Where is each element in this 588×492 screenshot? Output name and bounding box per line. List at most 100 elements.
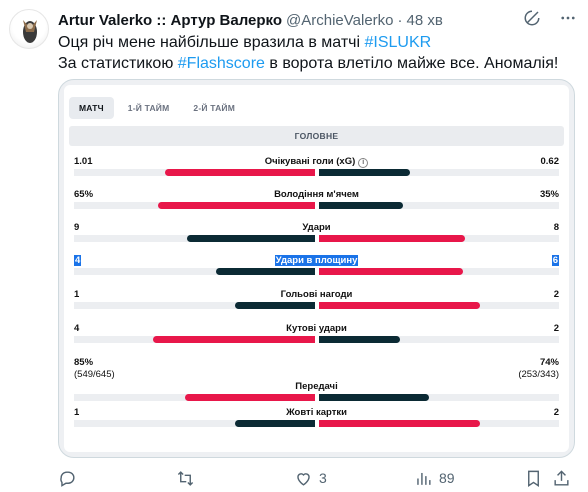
stat-home-bar	[235, 302, 315, 309]
stats-tabs: МАТЧ 1-Й ТАЙМ 2-Й ТАЙМ	[69, 96, 245, 120]
stat-away-value: 0.62	[540, 156, 560, 167]
like-button[interactable]: 3	[294, 469, 414, 488]
author-handle[interactable]: @ArchieValerko	[286, 11, 394, 29]
stat-away-track	[318, 420, 559, 427]
stat-label-wrap: Кутові удари	[74, 323, 559, 334]
view-count: 89	[439, 470, 455, 486]
stat-label: Кутові удари	[286, 323, 347, 334]
stat-home-value: 85%	[74, 357, 94, 368]
stat-label-wrap: Удари в площину	[74, 255, 559, 266]
hashtag-islukr[interactable]: #ISLUKR	[364, 34, 432, 51]
stat-away-track	[318, 235, 559, 242]
stat-label: Володіння м'ячем	[274, 189, 359, 200]
stat-home-bar	[187, 235, 315, 242]
tab-match[interactable]: МАТЧ	[69, 97, 114, 119]
stat-away-bar	[318, 394, 430, 401]
stat-bar-track	[74, 169, 559, 176]
stats-card: МАТЧ 1-Й ТАЙМ 2-Й ТАЙМ ГОЛОВНЕ 1.01 0.62 О…	[64, 85, 569, 452]
stat-home-track	[74, 336, 315, 343]
reply-icon	[60, 470, 75, 487]
stat-away-value: 2	[553, 407, 559, 418]
separator-dot: ·	[397, 11, 403, 29]
stat-home-track	[74, 420, 315, 427]
stat-label-wrap: Володіння м'ячем	[74, 189, 559, 200]
stat-home-bar	[165, 169, 315, 176]
share-button[interactable]	[552, 469, 576, 488]
stat-away-track	[318, 169, 559, 176]
stat-label: Удари	[302, 222, 331, 233]
stat-home-track	[74, 302, 315, 309]
stat-home-value: 65%	[74, 189, 94, 200]
stat-label: Гольові нагоди	[280, 289, 353, 300]
tweet-line-1: Оця річ мене найбільше вразила в матчі #…	[58, 32, 576, 53]
stat-home-track	[74, 169, 315, 176]
stat-row: 85% 74% (549/645) (253/343) Передачі	[74, 357, 559, 405]
tweet-line-2-post: в ворота влетіло майже все. Аномалія!	[264, 55, 559, 72]
stat-bar-track	[74, 268, 559, 275]
stat-bar-track	[74, 202, 559, 209]
retweet-button[interactable]	[176, 469, 294, 488]
stat-label-wrap: Передачі	[74, 381, 559, 392]
stat-home-value: 1.01	[74, 156, 93, 167]
grok-slash-icon[interactable]	[522, 8, 542, 28]
stat-away-value: 6	[551, 255, 559, 266]
tab-first-half[interactable]: 1-Й ТАЙМ	[127, 103, 170, 113]
stat-away-bar	[318, 235, 466, 242]
stat-row: 4 6 Удари в площину	[74, 255, 559, 289]
stat-home-bar	[158, 202, 315, 209]
author-name[interactable]: Artur Valerko :: Артур Валерко	[58, 11, 283, 29]
stat-label: Очікувані голи (xG)	[264, 156, 356, 167]
section-header-main: ГОЛОВНЕ	[69, 126, 564, 146]
stat-home-value: 4	[74, 255, 82, 266]
stat-away-track	[318, 394, 559, 401]
stat-home-value: 4	[74, 323, 80, 334]
stat-away-value: 35%	[539, 189, 559, 200]
tweet-line-2-pre: За статистикою	[58, 55, 178, 72]
stat-away-track	[318, 202, 559, 209]
stat-label: Удари в площину	[274, 255, 359, 266]
stat-away-bar	[318, 420, 480, 427]
stat-home-value: 9	[74, 222, 80, 233]
stat-label-wrap: Очікувані голи (xG) i	[74, 156, 559, 168]
tab-second-half[interactable]: 2-Й ТАЙМ	[193, 103, 236, 113]
stat-row: 1.01 0.62 Очікувані голи (xG) i	[74, 156, 559, 190]
tweet-text: Оця річ мене найбільше вразила в матчі #…	[58, 32, 576, 74]
views-button[interactable]: 89	[414, 469, 524, 488]
stat-away-track	[318, 268, 559, 275]
stat-home-value: 1	[74, 407, 80, 418]
bookmark-icon	[528, 470, 539, 487]
stat-away-bar	[318, 268, 463, 275]
tweet-header: Artur Valerko :: Артур Валерко @ArchieVa…	[58, 10, 528, 30]
stat-away-bar	[318, 302, 480, 309]
hashtag-flashscore[interactable]: #Flashscore	[177, 55, 265, 72]
more-dots-icon[interactable]	[558, 8, 578, 28]
tweet-media-image[interactable]: МАТЧ 1-Й ТАЙМ 2-Й ТАЙМ ГОЛОВНЕ 1.01 0.62 О…	[58, 79, 575, 458]
bookmark-button[interactable]	[524, 469, 552, 488]
tweet-time[interactable]: 48 хв	[406, 11, 443, 29]
stat-row: 65% 35% Володіння м'ячем	[74, 189, 559, 223]
retweet-icon	[177, 470, 194, 486]
stat-away-track	[318, 336, 559, 343]
tweet-actions: 3 89	[58, 466, 576, 490]
heart-icon	[297, 472, 310, 486]
stat-label-wrap: Гольові нагоди	[74, 289, 559, 300]
stat-label-wrap: Удари	[74, 222, 559, 233]
stat-home-bar	[184, 394, 315, 401]
stat-away-bar	[318, 169, 410, 176]
tweet-line-1-text: Оця річ мене найбільше вразила в матчі	[58, 34, 365, 51]
stat-home-track	[74, 202, 315, 209]
stat-row: 1 2 Жовті картки	[74, 407, 559, 441]
stat-label: Передачі	[295, 381, 338, 392]
stat-away-bar	[318, 202, 403, 209]
stat-label: Жовті картки	[286, 407, 347, 418]
reply-button[interactable]	[58, 469, 176, 488]
share-icon	[554, 469, 569, 486]
info-icon[interactable]: i	[358, 158, 369, 168]
stat-away-value: 8	[553, 222, 559, 233]
avatar[interactable]	[9, 9, 49, 49]
stat-home-track	[74, 268, 315, 275]
like-count: 3	[319, 470, 327, 486]
stat-home-track	[74, 235, 315, 242]
stat-home-bar	[153, 336, 315, 343]
stat-bar-track	[74, 420, 559, 427]
